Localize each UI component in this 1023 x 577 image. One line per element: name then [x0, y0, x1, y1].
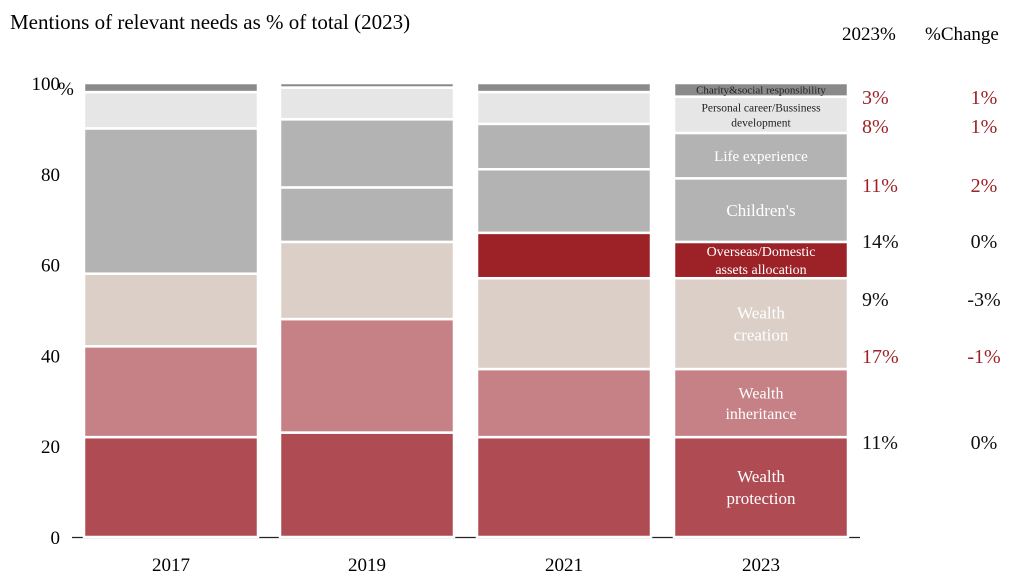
y-tick-suffix: % — [58, 79, 74, 100]
bar-segment — [672, 435, 850, 539]
share-2023-value: 11% — [862, 175, 898, 197]
segment-label: Personal career/Bussiness development — [701, 102, 821, 129]
bar-segment — [475, 90, 653, 126]
bar-segment — [82, 435, 260, 539]
bar-segment — [82, 272, 260, 348]
share-2023-value: 14% — [862, 231, 899, 253]
bar-segment — [278, 240, 456, 321]
segment-label: Overseas/Domestic assets allocation — [707, 245, 816, 278]
bar-segment — [278, 86, 456, 121]
segment-label: Wealth protection — [727, 467, 796, 508]
bar-segment — [475, 168, 653, 235]
share-2023-value: 3% — [862, 87, 889, 109]
bar-segment — [475, 276, 653, 371]
share-2023-value: 11% — [862, 432, 898, 454]
x-tick-label: 2019 — [348, 555, 386, 576]
change-value: 0% — [971, 231, 998, 253]
bar-segment — [672, 95, 850, 135]
bar-segment — [672, 177, 850, 244]
bar-segment — [672, 240, 850, 280]
segment-label: Charity&social responsibility — [696, 85, 826, 97]
bar-segment — [672, 367, 850, 439]
segment-label: Wealth creation — [734, 304, 789, 345]
y-tick-label: 0 — [51, 528, 61, 549]
x-tick-label: 2021 — [545, 555, 583, 576]
change-value: 1% — [971, 116, 998, 138]
segment-label: Children's — [726, 201, 795, 220]
share-2023-value: 17% — [862, 346, 899, 368]
percent-table: 3% 1% 8% 1% 11% 2% 14% 0% 9% -3% 17% -1% 11% 0% — [862, 87, 1001, 454]
y-tick-label: 80 — [41, 165, 60, 186]
change-value: -1% — [967, 346, 1000, 368]
change-value: 1% — [971, 87, 998, 109]
bar-segment — [278, 81, 456, 89]
bar-segment — [278, 431, 456, 539]
y-tick-label: 20 — [41, 437, 60, 458]
bar-segment — [278, 317, 456, 434]
bar-segment — [672, 81, 850, 98]
bar-segment — [475, 367, 653, 439]
header-2023-share: 2023% — [842, 24, 896, 45]
x-tick-label: 2017 — [152, 555, 190, 576]
bar-segment — [82, 127, 260, 275]
bar-segment — [475, 231, 653, 280]
bar-segment — [475, 122, 653, 171]
share-2023-value: 8% — [862, 116, 889, 138]
bar-segment — [475, 81, 653, 94]
change-value: 2% — [971, 175, 998, 197]
y-tick-label: 60 — [41, 256, 60, 277]
y-tick-label: 100 — [32, 74, 61, 95]
bar-segment — [82, 90, 260, 130]
segment-label: Wealth inheritance — [725, 385, 796, 423]
bar-segment — [475, 435, 653, 539]
bar-segment — [82, 81, 260, 94]
plot-area: 0 20 40 60 80 100% 2017 2019 2021 2023 Charity&soc… — [32, 74, 860, 576]
bar-segment — [82, 345, 260, 439]
x-tick-label: 2023 — [742, 555, 780, 576]
bar-segment — [278, 118, 456, 189]
bar-segment — [672, 276, 850, 371]
segment-label: Life experience — [714, 149, 808, 165]
y-tick-label: 40 — [41, 346, 60, 367]
share-2023-value: 9% — [862, 289, 889, 311]
header-change: %Change — [925, 24, 999, 45]
change-value: 0% — [971, 432, 998, 454]
chart-title: Mentions of relevant needs as % of total… — [10, 10, 410, 34]
bar-segment — [278, 186, 456, 244]
change-value: -3% — [967, 289, 1000, 311]
